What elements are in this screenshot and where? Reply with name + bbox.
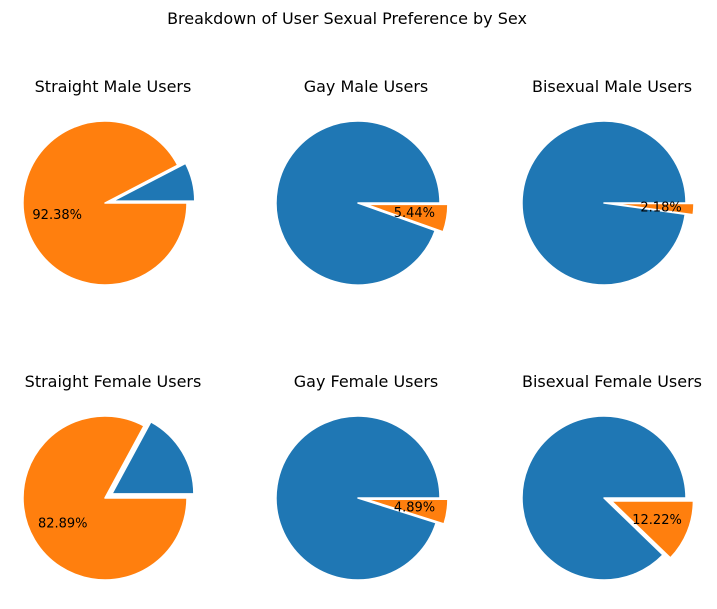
- pie-straight-female-users: Straight Female Users 82.89%: [22, 372, 202, 581]
- pie-slice: [275, 120, 441, 286]
- pie-slice: [610, 500, 695, 559]
- pie-bisexual-male-users: Bisexual Male Users 2.18%: [521, 77, 695, 286]
- pie-slice-label: 4.89%: [394, 500, 435, 515]
- pie-slice: [22, 120, 188, 286]
- pie-slice: [521, 120, 687, 286]
- pie-bisexual-female-users: Bisexual Female Users 12.22%: [521, 372, 702, 581]
- pie-title: Straight Female Users: [25, 372, 202, 391]
- pie-title: Straight Male Users: [35, 77, 192, 96]
- pie-charts: Straight Male Users 92.38% Gay Male Users 5…: [22, 77, 702, 581]
- pie-title: Gay Female Users: [294, 372, 439, 391]
- pie-title: Gay Male Users: [304, 77, 429, 96]
- pie-slice-label: 92.38%: [32, 208, 82, 223]
- pie-title: Bisexual Female Users: [522, 372, 702, 391]
- pie-slice-label: 82.89%: [38, 517, 88, 532]
- pie-slice-label: 5.44%: [394, 206, 435, 221]
- pie-slice: [22, 415, 188, 581]
- pie-title: Bisexual Male Users: [532, 77, 692, 96]
- pie-slice: [112, 162, 196, 202]
- pie-gay-male-users: Gay Male Users 5.44%: [275, 77, 449, 286]
- pie-slice: [365, 498, 449, 525]
- pie-slice: [275, 415, 441, 581]
- pie-straight-male-users: Straight Male Users 92.38%: [22, 77, 196, 286]
- pie-slice-label: 12.22%: [632, 513, 682, 528]
- pie-slice: [521, 415, 687, 581]
- figure-title: Breakdown of User Sexual Preference by S…: [167, 9, 527, 28]
- pie-slice-label: 2.18%: [640, 200, 681, 215]
- pie-slice: [611, 202, 695, 216]
- pie-gay-female-users: Gay Female Users 4.89%: [275, 372, 449, 581]
- pie-slice: [365, 203, 449, 233]
- pie-slice: [111, 421, 195, 495]
